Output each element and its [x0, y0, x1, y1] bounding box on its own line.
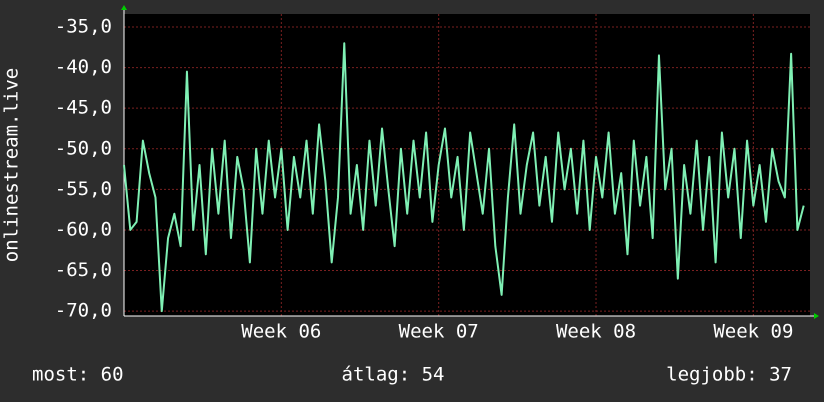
y-tick-label: -35,0: [55, 15, 112, 37]
axis-arrow: [814, 313, 819, 319]
x-tick-label: Week 09: [713, 321, 793, 343]
data-line: [123, 42, 805, 313]
axis-arrow: [121, 5, 127, 10]
y-tick-label: -65,0: [55, 259, 112, 281]
y-tick-label: -55,0: [55, 178, 112, 200]
x-tick-label: Week 07: [399, 321, 479, 343]
x-tick-label: Week 06: [241, 321, 321, 343]
y-tick-label: -50,0: [55, 137, 112, 159]
footer-average: átlag: 54: [342, 364, 445, 386]
y-tick-label: -45,0: [55, 97, 112, 119]
y-tick-label: -70,0: [55, 300, 112, 322]
x-tick-label: Week 08: [556, 321, 636, 343]
y-axis-label: onlinestream.live: [1, 68, 23, 262]
footer-max: legjobb: 37: [666, 364, 792, 386]
y-tick-label: -40,0: [55, 56, 112, 78]
y-tick-label: -60,0: [55, 218, 112, 240]
footer-current: most: 60: [32, 364, 124, 386]
